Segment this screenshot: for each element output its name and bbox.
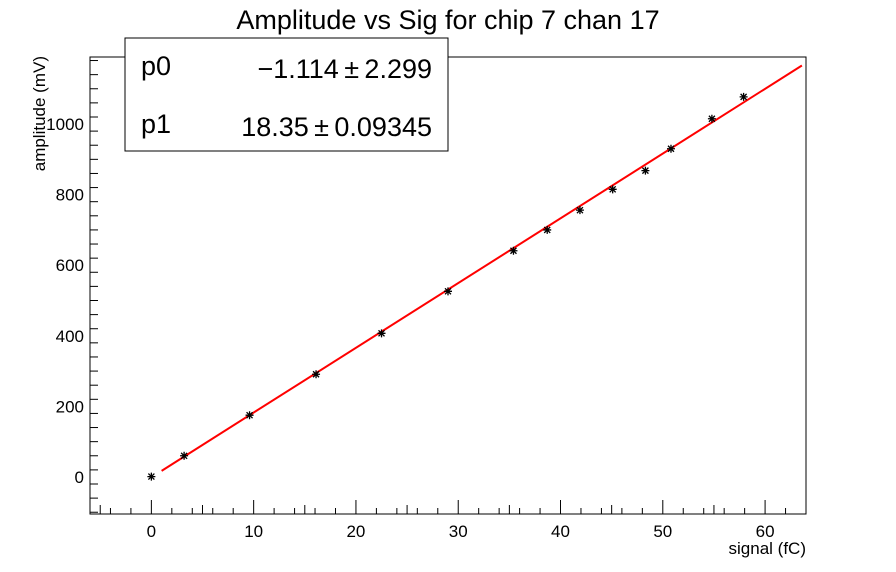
stat-value: 18.35 ± 0.09345 [241,112,432,142]
data-point [312,370,321,379]
data-point [739,92,748,101]
y-tick-label: 800 [56,186,84,205]
stats-box: p0 −1.114 ± 2.299 p1 18.35 ± 0.09345 [124,37,449,152]
fit-line [161,64,803,472]
data-point [147,472,156,481]
x-tick-label: 10 [244,522,263,541]
x-tick-label: 0 [147,522,156,541]
data-point [444,287,452,296]
x-tick-label: 50 [653,522,672,541]
stats-box-frame [124,37,449,152]
data-point [543,225,552,234]
data-point [180,451,189,460]
stat-name: p0 [141,51,171,81]
stat-name: p1 [141,109,171,139]
x-tick-label: 40 [551,522,570,541]
data-point [641,166,650,175]
chart-title: Amplitude vs Sig for chip 7 chan 17 [236,5,659,35]
y-axis-label: amplitude (mV) [30,56,49,171]
stat-value: −1.114 ± 2.299 [257,54,432,84]
y-tick-label: 200 [56,397,84,416]
data-point [666,144,675,153]
data-point [245,411,254,420]
x-tick-label: 20 [346,522,365,541]
y-tick-label: 1000 [46,115,84,134]
x-tick-label: 30 [449,522,468,541]
data-point [707,114,716,123]
x-tick-label: 60 [756,522,775,541]
y-tick-label: 600 [56,256,84,275]
data-point [377,329,386,338]
data-point [509,246,518,255]
y-tick-label: 400 [56,327,84,346]
data-point [575,206,584,215]
data-point [608,185,617,194]
y-tick-label: 0 [75,468,84,487]
x-axis-label: signal (fC) [729,539,806,558]
